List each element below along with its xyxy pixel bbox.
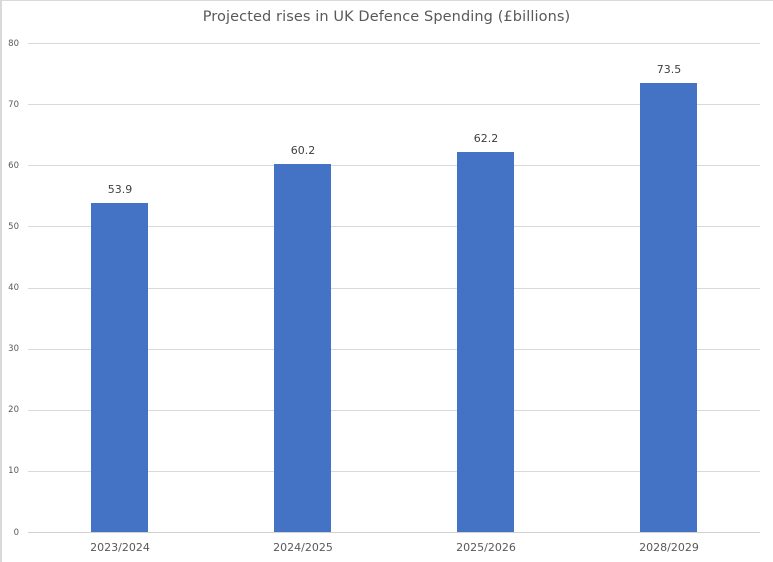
- gridline: [28, 165, 760, 166]
- y-tick-label: 30: [8, 344, 19, 355]
- y-tick-label: 80: [8, 38, 19, 49]
- bar: [274, 164, 331, 532]
- gridline: [28, 226, 760, 227]
- bar: [640, 83, 697, 532]
- y-tick-label: 70: [8, 99, 19, 110]
- y-tick-label: 20: [8, 405, 19, 416]
- y-tick-label: 50: [8, 221, 19, 232]
- y-tick-label: 10: [8, 466, 19, 477]
- bar: [457, 152, 514, 532]
- y-tick-label: 0: [13, 527, 19, 538]
- bar: [91, 203, 148, 532]
- data-label: 62.2: [473, 132, 499, 145]
- gridline: [28, 43, 760, 44]
- data-label: 60.2: [290, 144, 316, 157]
- y-tick-label: 60: [8, 160, 19, 171]
- y-tick-label: 40: [8, 283, 19, 293]
- gridline: [28, 104, 760, 105]
- data-label: 73.5: [656, 63, 682, 76]
- x-tick-label: 2023/2024: [90, 541, 150, 554]
- x-tick-label: 2024/2025: [273, 541, 333, 554]
- gridline: [28, 471, 760, 472]
- gridline: [28, 288, 760, 289]
- gridline: [28, 532, 760, 533]
- x-tick-label: 2025/2026: [456, 541, 516, 554]
- chart-title: Projected rises in UK Defence Spending (…: [202, 9, 571, 25]
- gridline: [28, 349, 760, 350]
- gridline: [28, 410, 760, 411]
- x-tick-label: 2028/2029: [639, 541, 699, 554]
- data-label: 53.9: [107, 183, 133, 196]
